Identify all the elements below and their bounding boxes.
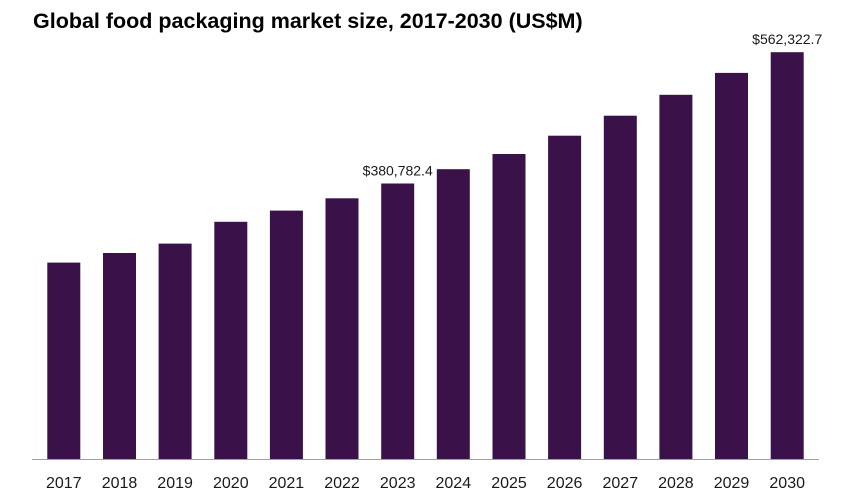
x-tick-label-2030: 2030 [769,475,805,492]
chart-title: Global food packaging market size, 2017-… [33,9,583,33]
x-tick-label-2022: 2022 [324,475,360,492]
x-tick-label-2017: 2017 [46,475,82,492]
bar-2028 [659,94,693,460]
x-tick-label-2023: 2023 [380,475,416,492]
data-label-2023: $380,782.4 [363,163,433,179]
x-tick-label-2028: 2028 [658,475,694,492]
bar-2022 [325,198,359,460]
x-tick-label-2024: 2024 [436,475,472,492]
x-tick-label-2020: 2020 [213,475,249,492]
x-tick-labels: 2017 2018 2019 2020 2021 2022 2023 2024 2025 2026… [46,475,805,492]
x-tick-label-2029: 2029 [714,475,750,492]
bar-2027 [603,115,637,459]
bar-2019 [158,243,192,459]
x-tick-label-2027: 2027 [603,475,639,492]
bar-2018 [103,253,136,459]
bar-2024 [436,169,470,459]
bar-2023 [381,183,415,459]
bar-2020 [214,221,248,459]
bar-2026 [548,135,582,459]
x-tick-label-2019: 2019 [157,475,193,492]
x-tick-label-2018: 2018 [102,475,138,492]
bar-2017 [47,262,81,459]
data-labels: $380,782.4 $562,322.7 [363,31,823,178]
bar-2025 [492,154,526,459]
x-tick-label-2021: 2021 [269,475,305,492]
bar-2029 [715,72,748,460]
bar-2021 [269,210,303,459]
x-tick-label-2025: 2025 [491,475,527,492]
bars-group [47,52,804,460]
bar-2030 [770,52,804,459]
data-label-2030: $562,322.7 [752,31,822,47]
x-tick-label-2026: 2026 [547,475,583,492]
